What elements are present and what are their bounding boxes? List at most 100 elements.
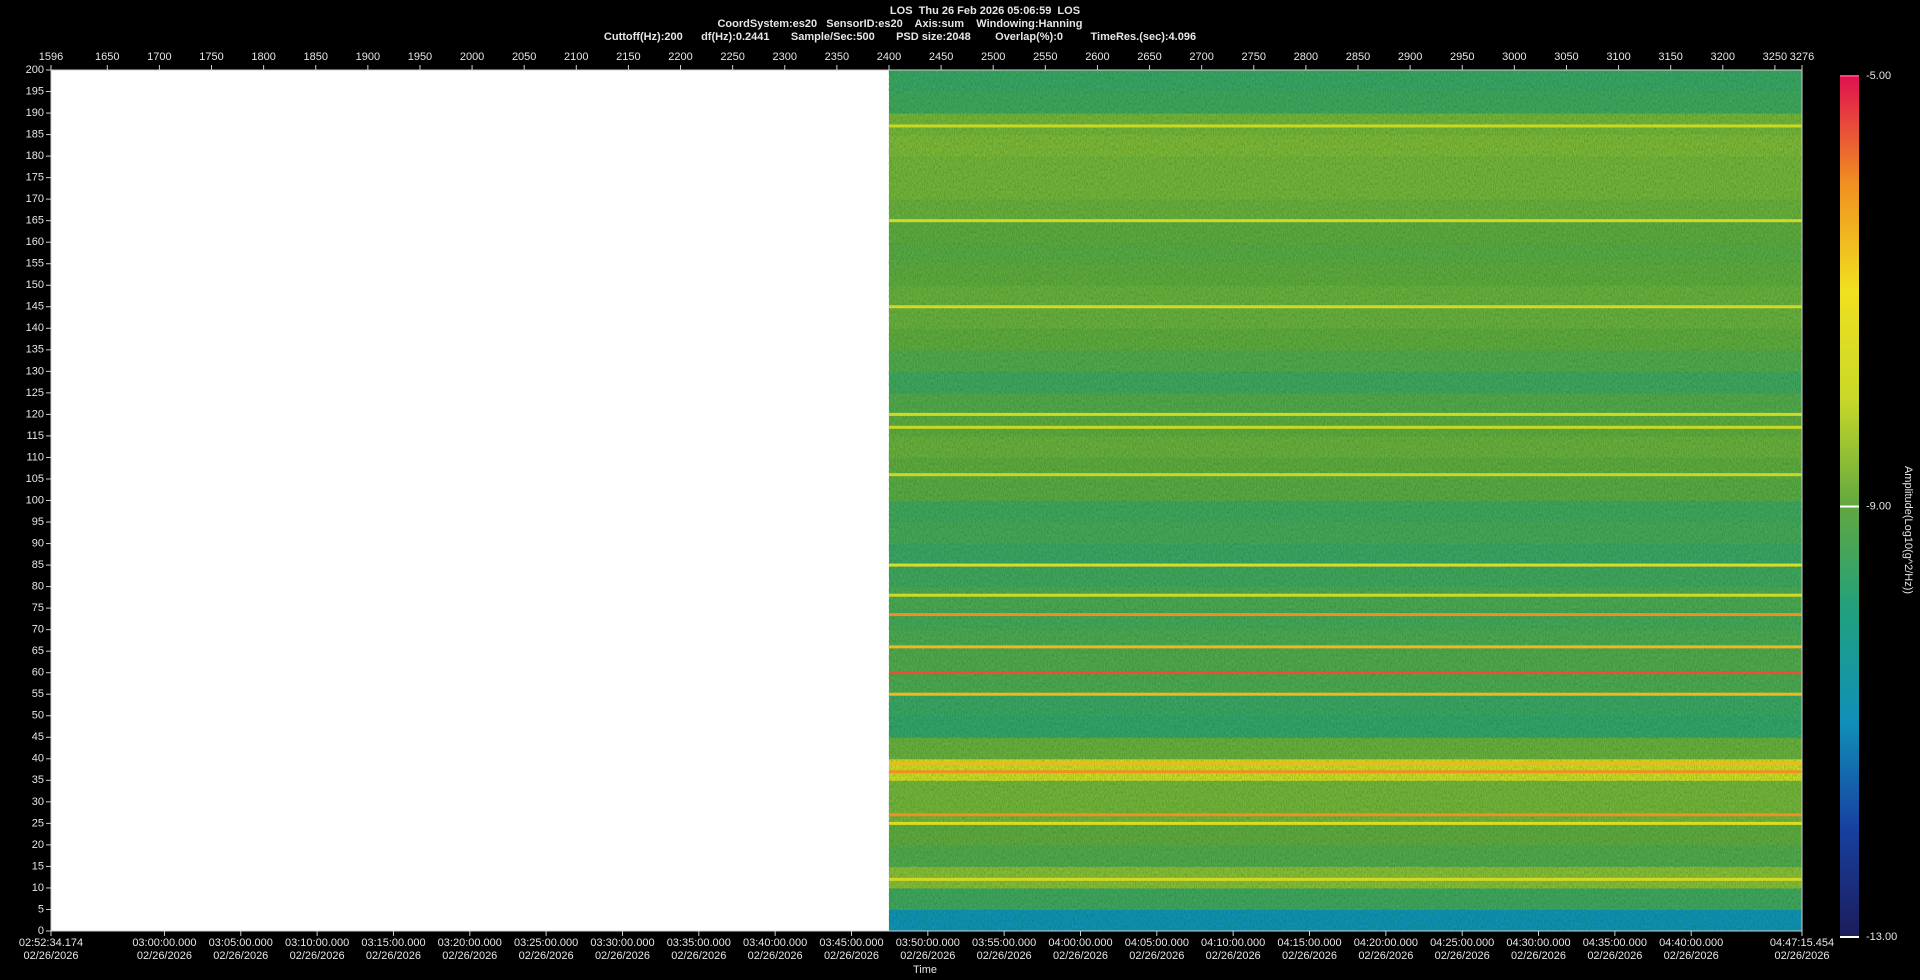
- y-tick-label: 15: [32, 860, 44, 872]
- y-tick-label: 20: [32, 839, 44, 851]
- x2-tick-label: 04:15:00.000: [1277, 937, 1341, 949]
- x-tick-label: 1596: [39, 51, 63, 63]
- y-tick-label: 110: [26, 451, 44, 463]
- x2-tick-date: 02/26/2026: [442, 950, 497, 962]
- y-tick-label: 95: [32, 516, 44, 528]
- tonal-line: [888, 593, 1802, 597]
- x-tick-label: 2300: [773, 51, 797, 63]
- x2-tick-date: 02/26/2026: [1053, 950, 1108, 962]
- x2-tick-date: 02/26/2026: [748, 950, 803, 962]
- x2-tick-date: 02/26/2026: [1358, 950, 1413, 962]
- x-tick-label: 2900: [1398, 51, 1422, 63]
- x-tick-label: 3200: [1711, 51, 1735, 63]
- y-tick-label: 55: [32, 688, 44, 700]
- x2-tick-label: 04:20:00.000: [1354, 937, 1418, 949]
- tonal-line: [888, 613, 1802, 617]
- x2-tick-date: 02/26/2026: [977, 950, 1032, 962]
- x2-tick-label: 03:50:00.000: [896, 937, 960, 949]
- tonal-line: [888, 813, 1802, 817]
- x2-tick-date: 02/26/2026: [1129, 950, 1184, 962]
- y-tick-label: 165: [26, 215, 44, 227]
- tonal-line: [888, 645, 1802, 649]
- x2-tick-label: 04:40:00.000: [1659, 937, 1723, 949]
- x2-tick-label: 02:52:34.174: [19, 937, 83, 949]
- x-tick-label: 2700: [1189, 51, 1213, 63]
- y-tick-label: 135: [26, 344, 44, 356]
- tonal-line: [888, 761, 1802, 765]
- y-tick-label: 90: [32, 537, 44, 549]
- y-tick-label: 40: [32, 753, 44, 765]
- x2-tick-date: 02/26/2026: [23, 950, 78, 962]
- x-tick-label: 3150: [1658, 51, 1682, 63]
- tonal-line: [888, 877, 1802, 881]
- y-tick-label: 50: [32, 710, 44, 722]
- x-tick-label: 2650: [1137, 51, 1161, 63]
- x2-tick-label: 03:15:00.000: [361, 937, 425, 949]
- x2-tick-date: 02/26/2026: [1206, 950, 1261, 962]
- y-tick-label: 160: [26, 236, 44, 248]
- chart-title: LOS Thu 26 Feb 2026 05:06:59 LOS: [890, 5, 1080, 17]
- x2-tick-label: 03:45:00.000: [819, 937, 883, 949]
- tonal-line: [888, 425, 1802, 429]
- chart-subtitle: CoordSystem:es20 SensorID:es20 Axis:sum …: [717, 18, 1082, 30]
- y-tick-label: 25: [32, 817, 44, 829]
- x2-tick-date: 02/26/2026: [1664, 950, 1719, 962]
- x-tick-label: 3050: [1554, 51, 1578, 63]
- x2-tick-date: 02/26/2026: [1435, 950, 1490, 962]
- y-tick-label: 5: [38, 903, 44, 915]
- y-tick-label: 75: [32, 602, 44, 614]
- x-tick-label: 2000: [460, 51, 484, 63]
- tonal-line: [888, 305, 1802, 309]
- x2-tick-date: 02/26/2026: [1774, 950, 1829, 962]
- x-tick-label: 2500: [981, 51, 1005, 63]
- y-tick-label: 200: [26, 64, 44, 76]
- x-tick-label: 2150: [616, 51, 640, 63]
- y-tick-label: 150: [26, 279, 44, 291]
- x-tick-label: 3250: [1763, 51, 1787, 63]
- x-tick-label: 1950: [408, 51, 432, 63]
- tonal-line: [888, 563, 1802, 567]
- x2-tick-label: 03:30:00.000: [590, 937, 654, 949]
- x-tick-label: 2200: [668, 51, 692, 63]
- tonal-line: [888, 412, 1802, 416]
- x2-tick-date: 02/26/2026: [519, 950, 574, 962]
- y-tick-label: 195: [26, 85, 44, 97]
- y-tick-label: 140: [26, 322, 44, 334]
- y-tick-label: 105: [26, 473, 44, 485]
- x2-tick-date: 02/26/2026: [824, 950, 879, 962]
- y-tick-label: 10: [32, 882, 44, 894]
- tonal-line: [888, 770, 1802, 774]
- y-tick-label: 130: [26, 365, 44, 377]
- x2-tick-label: 03:20:00.000: [438, 937, 502, 949]
- plot-frame: [50, 69, 1803, 932]
- tonal-line: [888, 821, 1802, 825]
- x2-tick-label: 04:30:00.000: [1506, 937, 1570, 949]
- x-tick-label: 2050: [512, 51, 536, 63]
- colorbar-tick-label: -13.00: [1866, 931, 1897, 943]
- x2-tick-label: 03:10:00.000: [285, 937, 349, 949]
- y-tick-label: 185: [26, 128, 44, 140]
- y-tick-label: 175: [26, 172, 44, 184]
- x-tick-label: 3100: [1606, 51, 1630, 63]
- colorbar-tick-label: -9.00: [1866, 500, 1891, 512]
- x2-tick-label: 03:05:00.000: [209, 937, 273, 949]
- x2-tick-label: 03:00:00.000: [132, 937, 196, 949]
- tonal-line: [888, 473, 1802, 477]
- y-tick-label: 190: [26, 107, 44, 119]
- y-tick-label: 70: [32, 624, 44, 636]
- x-tick-label: 2450: [929, 51, 953, 63]
- x-tick-label: 2350: [825, 51, 849, 63]
- x2-tick-date: 02/26/2026: [1282, 950, 1337, 962]
- y-tick-label: 30: [32, 796, 44, 808]
- x2-tick-label: 04:00:00.000: [1048, 937, 1112, 949]
- colorbar-tick-label: -5.00: [1866, 70, 1891, 82]
- tonal-line: [888, 219, 1802, 223]
- x-tick-label: 1650: [95, 51, 119, 63]
- y-tick-label: 125: [26, 387, 44, 399]
- x-tick-label: 2850: [1346, 51, 1370, 63]
- x2-tick-date: 02/26/2026: [290, 950, 345, 962]
- x2-tick-label: 03:55:00.000: [972, 937, 1036, 949]
- x-tick-label: 3276: [1790, 51, 1814, 63]
- x-axis-title: Time: [913, 964, 937, 976]
